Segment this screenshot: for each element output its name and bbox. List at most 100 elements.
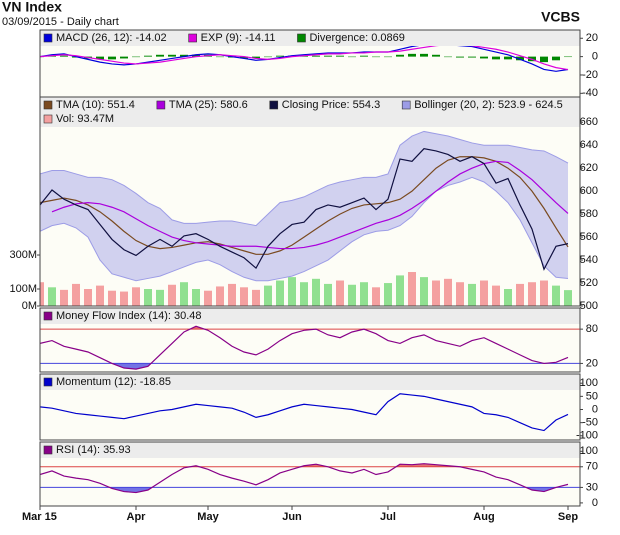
legend-label: Momentum (12): -18.85 [56, 376, 171, 388]
bar [444, 56, 452, 58]
bar [60, 55, 68, 57]
legend-swatch [297, 33, 306, 43]
y-tick-label: -40 [582, 87, 598, 99]
line [40, 156, 569, 255]
bar [324, 55, 332, 57]
bar [312, 55, 320, 57]
y-tick-label: -100 [576, 430, 598, 442]
y-tick-label: 660 [580, 116, 598, 128]
legend-swatch [43, 377, 53, 387]
bar [444, 278, 452, 306]
y-tick-label: 0 [592, 51, 598, 63]
bar [276, 280, 284, 306]
bar [84, 289, 92, 306]
bar [96, 285, 104, 306]
y2-tick-label: 300M [9, 249, 37, 261]
bar [480, 280, 488, 306]
bar [216, 56, 224, 58]
x-tick-label: Jul [380, 511, 396, 523]
bar [40, 282, 44, 306]
bar [516, 56, 524, 61]
panel [40, 97, 580, 306]
y-tick-label: 520 [580, 277, 598, 289]
x-tick-label: Sep [558, 511, 578, 523]
bar [300, 282, 308, 306]
bar [396, 54, 404, 57]
y-tick-label: 20 [586, 357, 598, 369]
legend-swatch [43, 311, 53, 321]
legend-label: Bollinger (20, 2): 523.9 - 624.5 [414, 99, 563, 111]
legend-band [40, 308, 580, 324]
bar [60, 289, 68, 306]
legend-band [40, 374, 580, 390]
bar [528, 282, 536, 306]
legend-label: MACD (26, 12): -14.02 [56, 32, 167, 44]
bar [360, 282, 368, 306]
y2-tick-label: 100M [9, 283, 37, 295]
legend-swatch [401, 100, 411, 110]
bar [552, 56, 560, 61]
bar [276, 55, 284, 57]
bar [432, 54, 440, 57]
bar [132, 56, 140, 58]
line [51, 160, 569, 250]
bar [108, 56, 116, 60]
bar [180, 282, 188, 306]
y-tick-label: -20 [582, 69, 598, 81]
y-tick-label: 100 [580, 377, 598, 389]
bar [504, 56, 512, 60]
bar [420, 277, 428, 306]
bar [108, 290, 116, 306]
y-tick-label: 50 [586, 390, 598, 402]
legend-swatch [156, 100, 166, 110]
legend-label: RSI (14): 35.93 [56, 444, 131, 456]
x-tick-label: Jun [282, 511, 302, 523]
legend-label: TMA (25): 580.6 [169, 99, 248, 111]
bar [204, 290, 212, 306]
bar [336, 55, 344, 57]
plot [40, 43, 572, 72]
bar [504, 289, 512, 306]
bar [432, 280, 440, 306]
bar [540, 280, 548, 306]
x-tick-label: May [197, 511, 219, 523]
bar [228, 283, 236, 306]
y-tick-label: 620 [580, 162, 598, 174]
y-tick-label: 0 [592, 497, 598, 509]
bar [240, 287, 248, 306]
bar [324, 283, 332, 306]
bar [168, 284, 176, 306]
bar [156, 289, 164, 306]
bar [264, 56, 272, 58]
y-tick-label: 540 [580, 254, 598, 266]
y-tick-label: 500 [580, 300, 598, 312]
y-tick-label: 100 [580, 445, 598, 457]
bar [480, 56, 488, 59]
bar [492, 56, 500, 60]
bar [264, 285, 272, 306]
bar [492, 285, 500, 306]
bar [552, 285, 560, 306]
bar [144, 289, 152, 306]
legend-swatch [43, 33, 53, 43]
bar [336, 280, 344, 306]
legend-band [40, 30, 580, 46]
bar [396, 275, 404, 306]
bar [564, 290, 572, 306]
y-tick-label: 30 [586, 481, 598, 493]
bar [348, 284, 356, 306]
plot [40, 325, 580, 370]
bar [180, 54, 188, 57]
overbought-fill [40, 463, 568, 467]
bar [408, 272, 416, 306]
bar [540, 56, 548, 63]
bar [456, 56, 464, 58]
bar [384, 56, 392, 58]
y-tick-label: 20 [586, 32, 598, 44]
y-tick-label: 580 [580, 208, 598, 220]
source: VCBS [541, 9, 580, 25]
bar [132, 287, 140, 306]
legend-label: EXP (9): -14.11 [201, 32, 276, 44]
legend-swatch [43, 100, 53, 110]
bar [192, 289, 200, 306]
